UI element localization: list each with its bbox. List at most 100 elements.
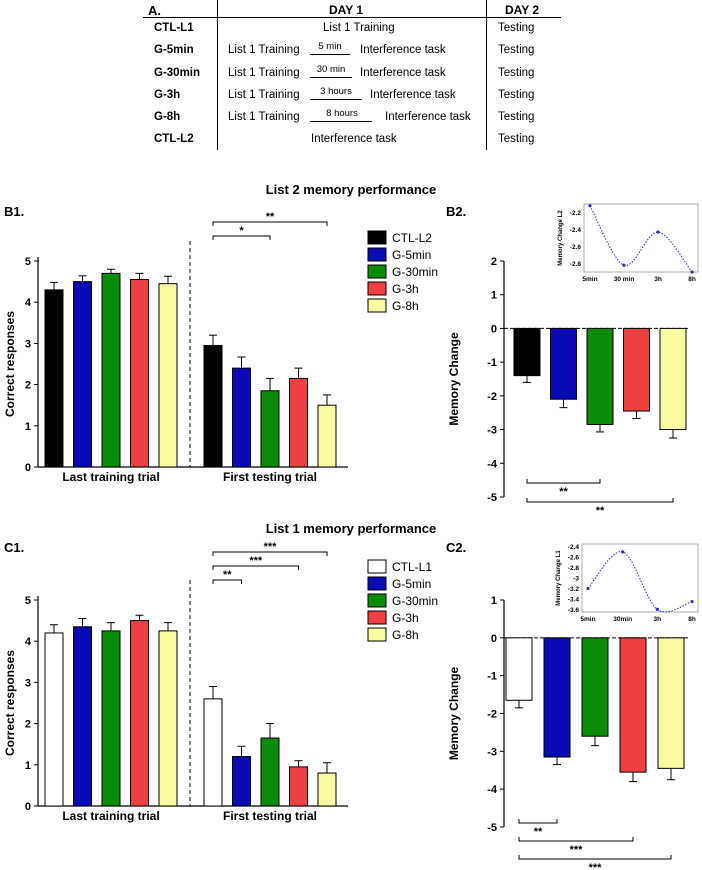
design-group: G-30min [154,67,201,79]
y-axis-label: Memory Change [447,667,461,761]
bar [130,279,149,468]
bar [289,766,308,807]
bar [44,289,64,468]
design-row-g-3h: G-3h List 1 Training 3 hours Interferenc… [0,86,702,109]
design-row-g-8h: G-8h List 1 Training 8 hours Interferenc… [0,108,702,131]
design-group: G-5min [154,44,194,56]
significance-label: *** [249,555,263,567]
y-tick-label: 0 [491,323,497,335]
legend-swatch [367,559,387,574]
inset-frame [583,203,699,273]
interval-line [310,77,352,78]
legend-label: G-8h [392,299,419,313]
design-interval: 30 min [316,64,346,75]
significance-label: *** [589,862,603,870]
panel-a-label: A. [148,3,161,18]
legend-label: G-3h [392,282,419,296]
y-tick-label: -4 [487,784,498,796]
legend-swatch [367,230,387,245]
significance-bracket [518,837,634,842]
significance-bracket [212,235,271,240]
x-group-label: Last training trial [62,470,159,484]
day2-header: DAY 2 [505,3,540,17]
design-day2: Testing [498,111,535,123]
inset-x-tick: 8h [688,276,696,283]
bar [158,283,178,468]
section-title-list2: List 2 memory performance [265,182,437,197]
bar [203,698,223,807]
legend-label: G-3h [392,611,419,625]
y-tick-label: 1 [491,290,497,302]
y-tick-label: -2 [487,391,497,403]
y-tick-label: 1 [491,595,497,607]
x-group-label: First testing trial [223,809,317,823]
y-tick-label: 1 [25,421,31,433]
bar [505,637,533,701]
inset-y-tick: -3 [573,576,579,583]
bar [581,637,609,737]
y-tick-label: -5 [487,822,497,834]
inset-x-tick: 30min [613,616,632,623]
inset-x-tick: 5min [580,616,595,623]
design-task: Interference task [360,44,446,56]
interval-line [310,99,362,100]
chart-c1: C1. Correct responses 0 1 2 3 4 5 Last training … [3,540,438,823]
y-tick-label: 5 [25,595,31,607]
design-row-g-30min: G-30min List 1 Training 30 min Interfere… [0,64,702,87]
bar [203,344,223,468]
section-title-list1: List 1 memory performance [265,521,437,536]
design-row-ctl-l1: CTL-L1 List 1 Training Testing [0,22,702,42]
legend-label: CTL-L2 [392,231,432,245]
design-row-ctl-l2: CTL-L2 Interference task Testing [0,133,702,153]
y-tick-label: 3 [25,338,31,350]
bar [550,327,577,400]
design-interval: 8 hours [326,108,358,119]
bar [130,620,149,807]
panel-label: B2. [446,204,466,219]
inset-y-tick: -2.2 [570,210,582,217]
bar [260,390,280,468]
y-tick-label: -4 [487,458,498,470]
chart-b1: B1. Correct responses 0 1 2 3 4 5 Last training … [3,204,438,484]
design-day2: Testing [498,67,535,79]
significance-bracket [526,479,601,484]
significance-label: ** [534,826,543,838]
table-divider-2 [486,0,487,150]
y-tick-label: 0 [491,633,497,645]
inset-point [586,586,590,591]
bar [101,630,121,807]
table-header-rule [143,17,561,18]
bar [623,327,650,412]
design-row-g-5min: G-5min List 1 Training 5 min Interferenc… [0,41,702,64]
inset-point [621,550,625,554]
significance-bracket [518,819,558,824]
inset-point [622,263,626,267]
significance-bracket [212,221,328,226]
y-tick-label: -1 [487,357,497,369]
y-tick-label: 1 [25,760,31,772]
inset-line [587,551,693,613]
y-axis-label: Memory Change [447,332,461,426]
significance-bracket [212,565,299,570]
y-axis-label: Correct responses [3,311,17,417]
y-axis-label: Correct responses [3,650,17,756]
y-tick-label: 0 [25,462,31,474]
inset-point [690,270,694,274]
y-tick-label: -5 [487,492,497,504]
inset-x-tick: 3h [654,616,662,623]
bar [513,327,541,377]
legend-swatch [367,610,387,625]
interval-line [310,121,372,122]
bar [619,637,647,773]
chart-c2: C2.Memory Change-5-4-3-2-101********Memo… [446,540,699,870]
significance-label: ** [559,486,568,498]
y-tick-label: -1 [487,671,497,683]
design-interval: 3 hours [320,86,352,97]
significance-bracket [212,579,242,584]
significance-bracket [212,551,328,556]
y-tick-label: 4 [25,636,32,648]
significance-label: *** [264,541,278,553]
legend-label: G-5min [392,577,431,591]
legend-label: CTL-L1 [392,560,432,574]
y-tick-label: -2 [487,709,497,721]
